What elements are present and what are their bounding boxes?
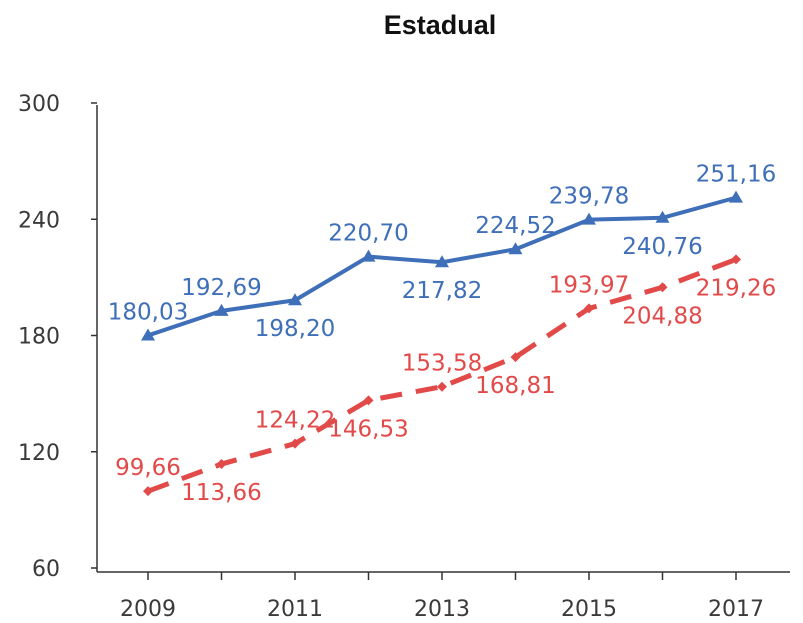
- data-label: 113,66: [181, 480, 261, 506]
- data-point-marker: [510, 352, 521, 363]
- data-point-marker: [584, 303, 594, 314]
- chart-title: Estadual: [383, 10, 497, 40]
- data-point-marker: [729, 190, 743, 203]
- data-point-marker: [214, 303, 229, 316]
- data-label: 224,52: [475, 213, 555, 239]
- data-label: 251,16: [696, 162, 776, 188]
- data-label: 198,20: [255, 316, 335, 342]
- x-tick-label: 2011: [267, 597, 323, 622]
- y-tick-label: 120: [18, 441, 60, 466]
- data-label: 99,66: [115, 455, 181, 481]
- x-tick-label: 2015: [561, 597, 617, 622]
- x-tick-label: 2013: [414, 597, 470, 622]
- data-point-marker: [216, 459, 227, 470]
- series-layer: [141, 190, 743, 497]
- x-tick-label: 2017: [708, 597, 764, 622]
- data-point-marker: [288, 293, 302, 306]
- data-label: 180,03: [108, 299, 188, 325]
- data-point-marker: [508, 242, 523, 255]
- data-label: 217,82: [402, 278, 482, 304]
- data-point-marker: [141, 328, 155, 341]
- data-point-marker: [657, 282, 668, 293]
- data-point-marker: [582, 212, 596, 225]
- data-label: 146,53: [328, 416, 408, 442]
- data-label: 239,78: [549, 184, 629, 210]
- data-point-marker: [435, 255, 449, 268]
- data-label: 204,88: [622, 303, 702, 329]
- data-label: 124,22: [255, 408, 335, 434]
- data-label: 193,97: [549, 272, 629, 298]
- data-label: 168,81: [475, 373, 555, 399]
- data-point-marker: [143, 486, 153, 497]
- data-point-marker: [437, 381, 447, 392]
- data-point-marker: [731, 254, 741, 265]
- data-point-marker: [290, 438, 300, 449]
- x-tick-label: 2009: [120, 597, 176, 622]
- data-label: 219,26: [696, 275, 776, 301]
- y-tick-label: 240: [18, 208, 60, 233]
- data-point-marker: [655, 210, 670, 223]
- y-tick-label: 60: [32, 557, 60, 582]
- data-label: 153,58: [402, 351, 482, 377]
- data-point-marker: [363, 395, 374, 406]
- data-label: 240,76: [622, 234, 702, 260]
- y-tick-label: 300: [18, 92, 60, 117]
- y-tick-label: 180: [18, 325, 60, 350]
- data-label: 220,70: [328, 221, 408, 247]
- data-label: 192,69: [181, 275, 261, 301]
- axes: 60 120 180 240 300 2009 2011 2013 2015 2017: [18, 92, 790, 622]
- data-point-marker: [361, 249, 376, 262]
